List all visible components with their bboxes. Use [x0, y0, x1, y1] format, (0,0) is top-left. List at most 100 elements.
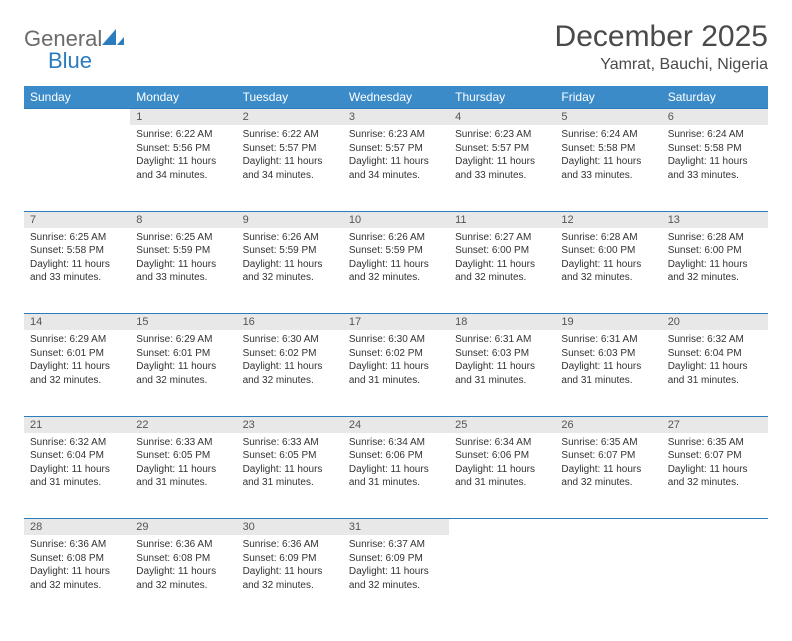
sunset-text: Sunset: 6:00 PM [455, 244, 549, 258]
sunrise-text: Sunrise: 6:28 AM [668, 231, 762, 245]
sunrise-text: Sunrise: 6:32 AM [30, 436, 124, 450]
brand-word2: Blue [48, 48, 92, 74]
day-content-cell: Sunrise: 6:37 AMSunset: 6:09 PMDaylight:… [343, 535, 449, 621]
week-content-row: Sunrise: 6:22 AMSunset: 5:56 PMDaylight:… [24, 125, 768, 211]
sunset-text: Sunset: 6:04 PM [668, 347, 762, 361]
day-number-cell: 15 [130, 314, 236, 331]
day-content-cell: Sunrise: 6:24 AMSunset: 5:58 PMDaylight:… [662, 125, 768, 211]
sunset-text: Sunset: 5:57 PM [349, 142, 443, 156]
day-content-cell: Sunrise: 6:33 AMSunset: 6:05 PMDaylight:… [130, 433, 236, 519]
day-content-cell: Sunrise: 6:32 AMSunset: 6:04 PMDaylight:… [662, 330, 768, 416]
sunrise-text: Sunrise: 6:22 AM [243, 128, 337, 142]
sunrise-text: Sunrise: 6:36 AM [30, 538, 124, 552]
sunrise-text: Sunrise: 6:36 AM [243, 538, 337, 552]
sunrise-text: Sunrise: 6:36 AM [136, 538, 230, 552]
day-content-cell: Sunrise: 6:25 AMSunset: 5:58 PMDaylight:… [24, 228, 130, 314]
day-number-cell: 14 [24, 314, 130, 331]
sunset-text: Sunset: 6:03 PM [561, 347, 655, 361]
day-content-cell: Sunrise: 6:29 AMSunset: 6:01 PMDaylight:… [130, 330, 236, 416]
day-number-cell: 16 [237, 314, 343, 331]
calendar-page: General December 2025 Yamrat, Bauchi, Ni… [0, 0, 792, 641]
day-number-cell: 8 [130, 211, 236, 228]
daylight-text: Daylight: 11 hours and 31 minutes. [349, 463, 443, 490]
sunrise-text: Sunrise: 6:26 AM [243, 231, 337, 245]
week-daynum-row: 78910111213 [24, 211, 768, 228]
day-number-cell [449, 519, 555, 536]
daylight-text: Daylight: 11 hours and 33 minutes. [136, 258, 230, 285]
day-header: Wednesday [343, 86, 449, 109]
daylight-text: Daylight: 11 hours and 33 minutes. [668, 155, 762, 182]
daylight-text: Daylight: 11 hours and 32 minutes. [243, 258, 337, 285]
day-number-cell: 19 [555, 314, 661, 331]
day-content-cell [449, 535, 555, 621]
day-number-cell: 24 [343, 416, 449, 433]
day-content-cell: Sunrise: 6:23 AMSunset: 5:57 PMDaylight:… [449, 125, 555, 211]
daylight-text: Daylight: 11 hours and 32 minutes. [668, 463, 762, 490]
daylight-text: Daylight: 11 hours and 32 minutes. [349, 258, 443, 285]
daylight-text: Daylight: 11 hours and 31 minutes. [243, 463, 337, 490]
day-number-cell: 26 [555, 416, 661, 433]
day-content-cell: Sunrise: 6:32 AMSunset: 6:04 PMDaylight:… [24, 433, 130, 519]
daylight-text: Daylight: 11 hours and 31 minutes. [30, 463, 124, 490]
calendar-header-row: SundayMondayTuesdayWednesdayThursdayFrid… [24, 86, 768, 109]
sunrise-text: Sunrise: 6:33 AM [243, 436, 337, 450]
sunrise-text: Sunrise: 6:35 AM [668, 436, 762, 450]
day-header: Thursday [449, 86, 555, 109]
week-content-row: Sunrise: 6:32 AMSunset: 6:04 PMDaylight:… [24, 433, 768, 519]
day-number-cell: 25 [449, 416, 555, 433]
day-number-cell: 12 [555, 211, 661, 228]
sunrise-text: Sunrise: 6:32 AM [668, 333, 762, 347]
daylight-text: Daylight: 11 hours and 32 minutes. [136, 360, 230, 387]
daylight-text: Daylight: 11 hours and 34 minutes. [243, 155, 337, 182]
sunset-text: Sunset: 5:56 PM [136, 142, 230, 156]
sunset-text: Sunset: 6:06 PM [349, 449, 443, 463]
daylight-text: Daylight: 11 hours and 31 minutes. [349, 360, 443, 387]
sunset-text: Sunset: 5:58 PM [30, 244, 124, 258]
week-content-row: Sunrise: 6:29 AMSunset: 6:01 PMDaylight:… [24, 330, 768, 416]
sunset-text: Sunset: 5:57 PM [455, 142, 549, 156]
sunset-text: Sunset: 6:07 PM [561, 449, 655, 463]
sunrise-text: Sunrise: 6:29 AM [136, 333, 230, 347]
day-content-cell: Sunrise: 6:33 AMSunset: 6:05 PMDaylight:… [237, 433, 343, 519]
location-subtitle: Yamrat, Bauchi, Nigeria [555, 56, 768, 74]
daylight-text: Daylight: 11 hours and 32 minutes. [30, 565, 124, 592]
day-number-cell: 31 [343, 519, 449, 536]
brand-sail-icon [102, 27, 124, 52]
day-number-cell: 13 [662, 211, 768, 228]
sunrise-text: Sunrise: 6:25 AM [136, 231, 230, 245]
sunrise-text: Sunrise: 6:29 AM [30, 333, 124, 347]
day-content-cell: Sunrise: 6:22 AMSunset: 5:57 PMDaylight:… [237, 125, 343, 211]
daylight-text: Daylight: 11 hours and 34 minutes. [349, 155, 443, 182]
day-content-cell: Sunrise: 6:30 AMSunset: 6:02 PMDaylight:… [237, 330, 343, 416]
sunrise-text: Sunrise: 6:31 AM [561, 333, 655, 347]
sunset-text: Sunset: 5:59 PM [243, 244, 337, 258]
day-content-cell: Sunrise: 6:28 AMSunset: 6:00 PMDaylight:… [662, 228, 768, 314]
day-content-cell: Sunrise: 6:34 AMSunset: 6:06 PMDaylight:… [449, 433, 555, 519]
page-header: General December 2025 Yamrat, Bauchi, Ni… [24, 20, 768, 74]
day-content-cell: Sunrise: 6:29 AMSunset: 6:01 PMDaylight:… [24, 330, 130, 416]
daylight-text: Daylight: 11 hours and 33 minutes. [455, 155, 549, 182]
day-content-cell: Sunrise: 6:30 AMSunset: 6:02 PMDaylight:… [343, 330, 449, 416]
sunset-text: Sunset: 5:58 PM [561, 142, 655, 156]
daylight-text: Daylight: 11 hours and 32 minutes. [136, 565, 230, 592]
day-content-cell: Sunrise: 6:36 AMSunset: 6:08 PMDaylight:… [24, 535, 130, 621]
sunrise-text: Sunrise: 6:34 AM [455, 436, 549, 450]
day-number-cell: 30 [237, 519, 343, 536]
sunset-text: Sunset: 6:00 PM [668, 244, 762, 258]
sunset-text: Sunset: 6:09 PM [349, 552, 443, 566]
sunset-text: Sunset: 6:01 PM [136, 347, 230, 361]
sunset-text: Sunset: 6:04 PM [30, 449, 124, 463]
day-number-cell: 18 [449, 314, 555, 331]
week-daynum-row: 28293031 [24, 519, 768, 536]
daylight-text: Daylight: 11 hours and 31 minutes. [668, 360, 762, 387]
sunrise-text: Sunrise: 6:26 AM [349, 231, 443, 245]
day-content-cell: Sunrise: 6:34 AMSunset: 6:06 PMDaylight:… [343, 433, 449, 519]
daylight-text: Daylight: 11 hours and 34 minutes. [136, 155, 230, 182]
day-number-cell: 2 [237, 109, 343, 126]
week-daynum-row: 21222324252627 [24, 416, 768, 433]
day-number-cell: 11 [449, 211, 555, 228]
day-number-cell: 10 [343, 211, 449, 228]
sunset-text: Sunset: 6:01 PM [30, 347, 124, 361]
sunrise-text: Sunrise: 6:30 AM [243, 333, 337, 347]
sunrise-text: Sunrise: 6:35 AM [561, 436, 655, 450]
